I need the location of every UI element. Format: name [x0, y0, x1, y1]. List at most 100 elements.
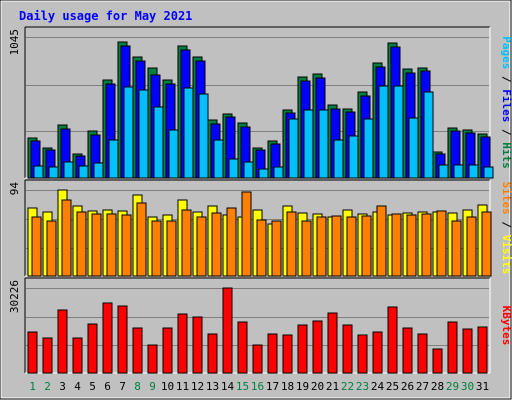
bar-pages-day-20 — [318, 109, 329, 179]
bar-sites-day-15 — [241, 191, 252, 277]
bar-pages-day-30 — [468, 164, 479, 179]
bar-kbytes-day-18 — [282, 334, 293, 374]
x-tick-label: 8 — [134, 380, 141, 393]
bar-sites-day-17 — [271, 220, 282, 277]
bar-kbytes-day-14 — [222, 287, 233, 374]
x-tick-label: 17 — [266, 380, 279, 393]
bar-sites-day-31 — [481, 211, 492, 277]
x-tick-label: 16 — [251, 380, 264, 393]
bar-sites-day-26 — [406, 214, 417, 277]
x-tick-label: 15 — [236, 380, 249, 393]
y-axis-title-part: KBytes — [500, 306, 512, 346]
bar-kbytes-day-15 — [237, 321, 248, 374]
y-axis-title: Pages / Files / Hits — [500, 36, 512, 169]
bar-sites-day-23 — [361, 215, 372, 277]
panel-kbytes: 30226 KBytes — [8, 277, 512, 374]
bar-sites-day-27 — [421, 213, 432, 277]
y-axis-title-part: Hits — [500, 142, 512, 169]
bar-kbytes-day-5 — [87, 323, 98, 374]
bar-pages-day-15 — [243, 161, 254, 179]
bar-kbytes-day-4 — [72, 337, 83, 374]
bar-sites-day-9 — [151, 220, 162, 277]
bar-kbytes-day-13 — [207, 333, 218, 374]
panel-hits-files-pages: 1045 Pages / Files / Hits — [8, 26, 512, 179]
panels-layer: 1045 Pages / Files / Hits 94 Sites / Visits… — [8, 26, 512, 374]
bar-pages-day-7 — [123, 86, 134, 179]
bar-sites-day-22 — [346, 216, 357, 277]
bar-kbytes-day-23 — [357, 334, 368, 374]
bar-kbytes-day-29 — [447, 321, 458, 374]
bar-kbytes-day-31 — [477, 326, 488, 374]
x-tick-label: 25 — [386, 380, 399, 393]
bar-pages-day-27 — [423, 91, 434, 179]
bar-kbytes-day-26 — [402, 327, 413, 374]
x-tick-label: 3 — [59, 380, 66, 393]
bar-sites-day-6 — [106, 213, 117, 277]
chart-title: Daily usage for May 2021 — [19, 9, 192, 23]
bar-pages-day-12 — [198, 93, 209, 179]
bar-pages-day-13 — [213, 139, 224, 179]
bar-kbytes-day-1 — [27, 331, 38, 374]
x-tick-label: 31 — [476, 380, 489, 393]
bar-pages-day-11 — [183, 87, 194, 179]
bar-kbytes-day-25 — [387, 306, 398, 374]
bar-kbytes-day-22 — [342, 324, 353, 374]
y-max-label: 94 — [8, 182, 21, 196]
y-axis-title-part: / — [500, 215, 512, 235]
x-tick-label: 26 — [401, 380, 414, 393]
y-axis-title-part: / — [500, 69, 512, 89]
bar-kbytes-day-7 — [117, 305, 128, 374]
bar-pages-day-6 — [108, 139, 119, 179]
bar-pages-day-5 — [93, 162, 104, 179]
x-tick-label: 24 — [371, 380, 385, 393]
bar-pages-day-18 — [288, 118, 299, 179]
bar-kbytes-day-30 — [462, 328, 473, 374]
bar-sites-day-8 — [136, 202, 147, 277]
bar-sites-day-2 — [46, 220, 57, 277]
bar-sites-day-30 — [466, 216, 477, 277]
x-tick-label: 22 — [341, 380, 354, 393]
bar-sites-day-1 — [31, 216, 42, 277]
bar-pages-day-4 — [78, 165, 89, 179]
bar-sites-day-5 — [91, 213, 102, 277]
bar-pages-day-25 — [393, 85, 404, 179]
bar-kbytes-day-16 — [252, 344, 263, 374]
bar-kbytes-day-2 — [42, 337, 53, 374]
bar-kbytes-day-24 — [372, 331, 383, 374]
bar-pages-day-19 — [303, 109, 314, 179]
x-tick-label: 6 — [104, 380, 111, 393]
bar-pages-day-3 — [63, 161, 74, 179]
bar-pages-day-21 — [333, 139, 344, 179]
bar-kbytes-day-9 — [147, 344, 158, 374]
x-tick-label: 12 — [191, 380, 204, 393]
bar-pages-day-1 — [33, 165, 44, 179]
bar-sites-day-29 — [451, 220, 462, 277]
bar-sites-day-16 — [256, 219, 267, 277]
bar-pages-day-17 — [273, 166, 284, 179]
x-tick-label: 20 — [311, 380, 324, 393]
x-tick-label: 10 — [161, 380, 174, 393]
bar-pages-day-31 — [483, 166, 494, 179]
bar-sites-day-19 — [301, 220, 312, 277]
bar-pages-day-8 — [138, 89, 149, 179]
bar-sites-day-21 — [331, 215, 342, 277]
bar-pages-day-28 — [438, 164, 449, 179]
x-tick-label: 30 — [461, 380, 474, 393]
y-axis-title: KBytes — [500, 306, 512, 346]
bar-sites-day-20 — [316, 216, 327, 277]
bar-pages-day-16 — [258, 168, 269, 179]
bar-pages-day-23 — [363, 118, 374, 179]
bar-pages-day-14 — [228, 158, 239, 179]
x-tick-label: 18 — [281, 380, 294, 393]
bar-sites-day-24 — [376, 205, 387, 277]
bar-sites-day-14 — [226, 207, 237, 277]
x-tick-label: 29 — [446, 380, 459, 393]
x-tick-label: 28 — [431, 380, 444, 393]
bar-kbytes-day-27 — [417, 333, 428, 374]
bar-kbytes-day-28 — [432, 348, 443, 374]
bar-sites-day-3 — [61, 199, 72, 277]
bar-pages-day-9 — [153, 106, 164, 179]
bar-kbytes-day-3 — [57, 309, 68, 374]
